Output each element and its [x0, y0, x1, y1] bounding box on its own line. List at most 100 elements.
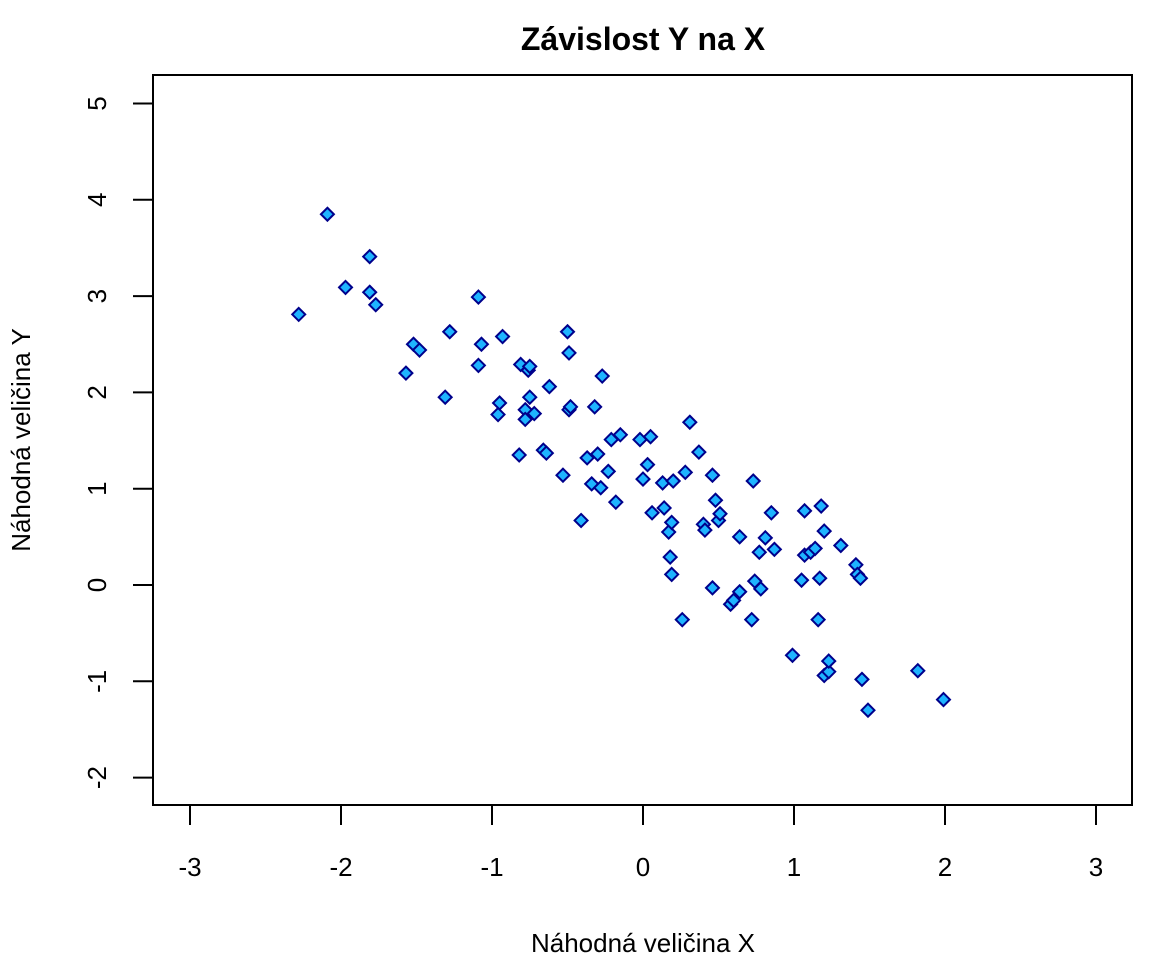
data-point [470, 357, 487, 374]
chart-title: Závislost Y na X [521, 21, 766, 57]
data-point [411, 342, 428, 358]
y-tick-label: 2 [82, 385, 112, 399]
data-point [398, 365, 414, 382]
data-point [707, 492, 724, 509]
data-point [690, 444, 707, 461]
data-point [521, 389, 538, 406]
data-point [319, 206, 336, 223]
data-point [526, 405, 543, 422]
data-point [586, 398, 603, 415]
data-point [538, 445, 555, 461]
y-tick-label: 4 [82, 193, 112, 207]
data-point [361, 248, 378, 265]
x-tick-label: 3 [1089, 852, 1103, 882]
data-point [752, 580, 769, 597]
data-point [725, 592, 742, 609]
data-point [751, 544, 768, 561]
y-tick-label: 1 [82, 481, 112, 495]
data-point [813, 498, 830, 514]
data-point [665, 473, 682, 489]
data-point [441, 323, 458, 340]
data-point [491, 395, 508, 411]
data-point [704, 467, 721, 484]
data-point [490, 406, 506, 423]
data-point [337, 279, 354, 296]
data-point [290, 306, 307, 323]
data-point [793, 572, 810, 589]
data-point [562, 398, 579, 415]
data-point [579, 449, 596, 466]
data-point [712, 505, 728, 522]
data-point [642, 428, 659, 445]
data-point [766, 541, 783, 558]
data-point [612, 426, 629, 443]
data-point [704, 579, 721, 596]
data-point [644, 504, 660, 521]
data-point [470, 289, 487, 305]
x-tick-label: -2 [329, 852, 352, 882]
data-point [731, 583, 748, 600]
data-point [796, 502, 813, 519]
data-point [820, 663, 837, 680]
data-point [757, 529, 774, 546]
data-point [743, 611, 760, 628]
data-point [745, 473, 762, 489]
data-point [573, 512, 590, 529]
x-tick-label: 1 [787, 852, 801, 882]
data-point [807, 540, 824, 557]
data-point [674, 611, 691, 628]
data-point [852, 570, 869, 587]
data-point [367, 296, 384, 313]
data-point [511, 447, 528, 463]
data-point [589, 446, 606, 462]
data-point [517, 411, 534, 428]
y-tick-label: -2 [82, 766, 112, 789]
data-point [935, 691, 952, 708]
data-point [662, 549, 679, 565]
data-point [361, 284, 378, 301]
data-point [521, 358, 538, 375]
y-tick-label: 5 [82, 96, 112, 110]
data-point [663, 566, 680, 583]
data-point [555, 467, 571, 484]
data-point [654, 475, 671, 491]
data-point [681, 414, 698, 431]
data-point [663, 514, 680, 531]
x-axis-label: Náhodná veličina X [531, 928, 755, 958]
y-axis-label: Náhodná veličina Y [6, 328, 36, 552]
data-point [820, 653, 837, 669]
data-point [909, 662, 926, 679]
data-point [607, 494, 624, 511]
data-point [639, 456, 656, 473]
y-tick-label: 3 [82, 289, 112, 303]
data-point [784, 647, 801, 664]
data-point [559, 323, 576, 340]
data-point [816, 523, 833, 539]
data-point [860, 702, 876, 719]
data-point [810, 611, 827, 628]
y-tick-label: -1 [82, 670, 112, 693]
y-tick-label: 0 [82, 578, 112, 592]
data-point [561, 345, 577, 361]
x-tick-label: 2 [938, 852, 952, 882]
data-point [696, 522, 713, 539]
data-point [594, 368, 611, 384]
x-tick-label: -3 [178, 852, 201, 882]
data-point [600, 463, 617, 480]
data-point [832, 537, 849, 554]
data-point [473, 336, 490, 353]
x-tick-label: 0 [636, 852, 650, 882]
data-point [437, 389, 454, 406]
data-point [763, 504, 780, 521]
data-point [592, 479, 609, 496]
data-point [731, 528, 748, 545]
data-point [656, 500, 673, 516]
data-point [494, 328, 511, 345]
data-point [541, 378, 558, 395]
data-point [677, 464, 694, 481]
data-point [811, 570, 828, 587]
y-axis: -2 -1 0 1 2 3 4 5 [82, 96, 154, 789]
x-tick-label: -1 [480, 852, 503, 882]
data-point [635, 471, 651, 487]
